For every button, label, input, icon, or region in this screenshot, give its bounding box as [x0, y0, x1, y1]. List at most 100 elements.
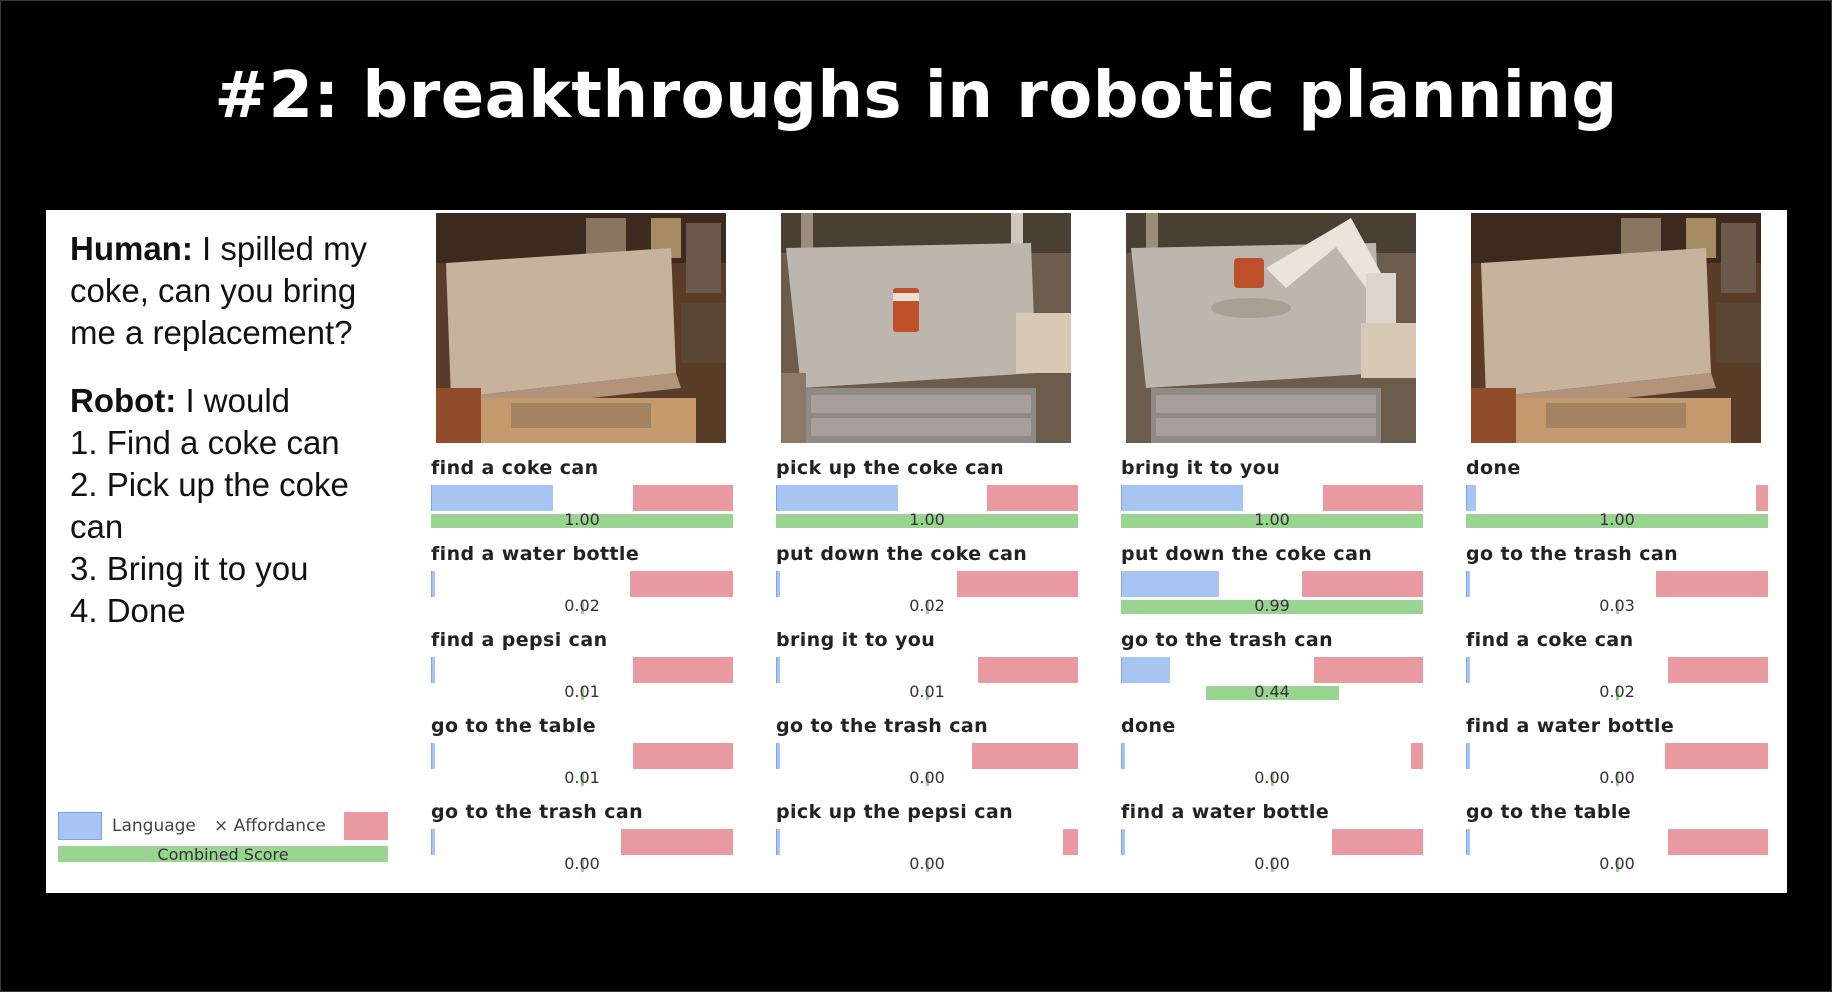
affordance-bar — [633, 485, 733, 511]
language-bar — [431, 657, 435, 683]
combined-score: 0.02 — [564, 596, 600, 615]
combined-bar — [431, 514, 733, 528]
combined-score: 1.00 — [564, 510, 600, 529]
language-bar — [1466, 485, 1476, 511]
skill-label: go to the trash can — [1121, 629, 1334, 651]
language-bar — [776, 571, 780, 597]
skill-option: find a coke can 1.00 — [431, 457, 733, 543]
affordance-bar — [1411, 743, 1423, 769]
skill-option: go to the trash can 0.03 — [1466, 543, 1768, 629]
dialog-text: Human: I spilled my coke, can you bring … — [70, 228, 410, 632]
combined-swatch: Combined Score — [58, 845, 388, 864]
combined-bar — [926, 600, 929, 614]
skill-label: pick up the pepsi can — [776, 801, 1014, 823]
affordance-bar — [1332, 829, 1423, 855]
skill-label: go to the trash can — [431, 801, 644, 823]
combined-score: 0.44 — [1254, 682, 1290, 701]
combined-score: 1.00 — [1254, 510, 1290, 529]
skill-label: pick up the coke can — [776, 457, 1005, 479]
skill-label: bring it to you — [776, 629, 936, 651]
skill-option: go to the table 0.01 — [431, 715, 733, 801]
skill-option: find a coke can 0.02 — [1466, 629, 1768, 715]
combined-bar — [1466, 514, 1768, 528]
skill-option: go to the trash can 0.00 — [776, 715, 1078, 801]
legend-language: Language — [112, 816, 196, 836]
combined-score: 0.01 — [564, 682, 600, 701]
scene-photo — [1471, 213, 1761, 443]
skill-option: put down the coke can 0.99 — [1121, 543, 1423, 629]
skill-option: done 1.00 — [1466, 457, 1768, 543]
combined-bar — [1616, 858, 1619, 872]
combined-score: 0.03 — [1599, 596, 1635, 615]
affordance-bar — [633, 657, 733, 683]
combined-score: 0.00 — [1599, 854, 1635, 873]
affordance-bar — [978, 657, 1078, 683]
language-bar — [1121, 743, 1125, 769]
skill-label: put down the coke can — [776, 543, 1028, 565]
skill-option: go to the table 0.00 — [1466, 801, 1768, 887]
language-bar — [776, 829, 780, 855]
combined-bar — [581, 686, 584, 700]
combined-bar — [1271, 772, 1274, 786]
step-column: done 1.00 go to the trash can 0.03 find a co… — [1466, 210, 1768, 893]
affordance-bar — [1302, 571, 1423, 597]
combined-bar — [1616, 772, 1619, 786]
skill-option: bring it to you 0.01 — [776, 629, 1078, 715]
affordance-bar — [1668, 657, 1768, 683]
scene-photo — [781, 213, 1071, 443]
combined-score: 0.02 — [909, 596, 945, 615]
combined-score: 1.00 — [1599, 510, 1635, 529]
language-bar — [1466, 571, 1470, 597]
step-column: find a coke can 1.00 find a water bottle 0.… — [431, 210, 733, 893]
skill-label: done — [1121, 715, 1176, 737]
skill-label: go to the table — [431, 715, 597, 737]
affordance-bar — [633, 743, 733, 769]
skill-option: pick up the coke can 1.00 — [776, 457, 1078, 543]
step-column: pick up the coke can 1.00 put down the cok… — [776, 210, 1078, 893]
combined-score: 0.00 — [909, 854, 945, 873]
combined-bar — [1616, 600, 1619, 614]
language-bar — [1466, 657, 1470, 683]
human-utterance: Human: I spilled my coke, can you bring … — [70, 228, 410, 354]
legend-combined: Combined Score — [157, 845, 289, 864]
affordance-swatch — [344, 812, 388, 840]
skill-label: go to the table — [1466, 801, 1632, 823]
affordance-bar — [1323, 485, 1423, 511]
skill-label: find a pepsi can — [431, 629, 608, 651]
skill-label: find a coke can — [431, 457, 599, 479]
combined-bar — [1271, 858, 1274, 872]
skill-label: find a water bottle — [1121, 801, 1330, 823]
combined-score: 0.00 — [909, 768, 945, 787]
step-column: bring it to you 1.00 put down the coke can… — [1121, 210, 1423, 893]
skill-option: find a water bottle 0.02 — [431, 543, 733, 629]
scene-photo — [1126, 213, 1416, 443]
legend: Language × Affordance Combined Score — [58, 810, 388, 870]
combined-bar — [1616, 686, 1619, 700]
affordance-bar — [1668, 829, 1768, 855]
skill-label: find a coke can — [1466, 629, 1634, 651]
legend-affordance: × Affordance — [214, 816, 326, 836]
combined-bar — [926, 772, 929, 786]
robot-step: 4. Done — [70, 592, 186, 629]
affordance-bar — [1063, 829, 1078, 855]
affordance-bar — [630, 571, 733, 597]
figure-panel: Human: I spilled my coke, can you bring … — [46, 210, 1787, 893]
combined-score: 0.01 — [564, 768, 600, 787]
language-bar — [431, 571, 435, 597]
skill-option: find a water bottle 0.00 — [1121, 801, 1423, 887]
human-label: Human: — [70, 230, 193, 267]
combined-score: 0.00 — [1254, 854, 1290, 873]
language-bar — [776, 743, 780, 769]
combined-score: 0.01 — [909, 682, 945, 701]
language-bar — [1121, 829, 1125, 855]
skill-option: done 0.00 — [1121, 715, 1423, 801]
skill-label: go to the trash can — [1466, 543, 1679, 565]
combined-bar — [926, 858, 929, 872]
affordance-bar — [1665, 743, 1768, 769]
combined-score: 0.99 — [1254, 596, 1290, 615]
language-swatch — [58, 812, 102, 840]
combined-score: 0.02 — [1599, 682, 1635, 701]
slide-title: #2: breakthroughs in robotic planning — [214, 59, 1618, 133]
skill-label: done — [1466, 457, 1521, 479]
language-bar — [1121, 657, 1170, 683]
